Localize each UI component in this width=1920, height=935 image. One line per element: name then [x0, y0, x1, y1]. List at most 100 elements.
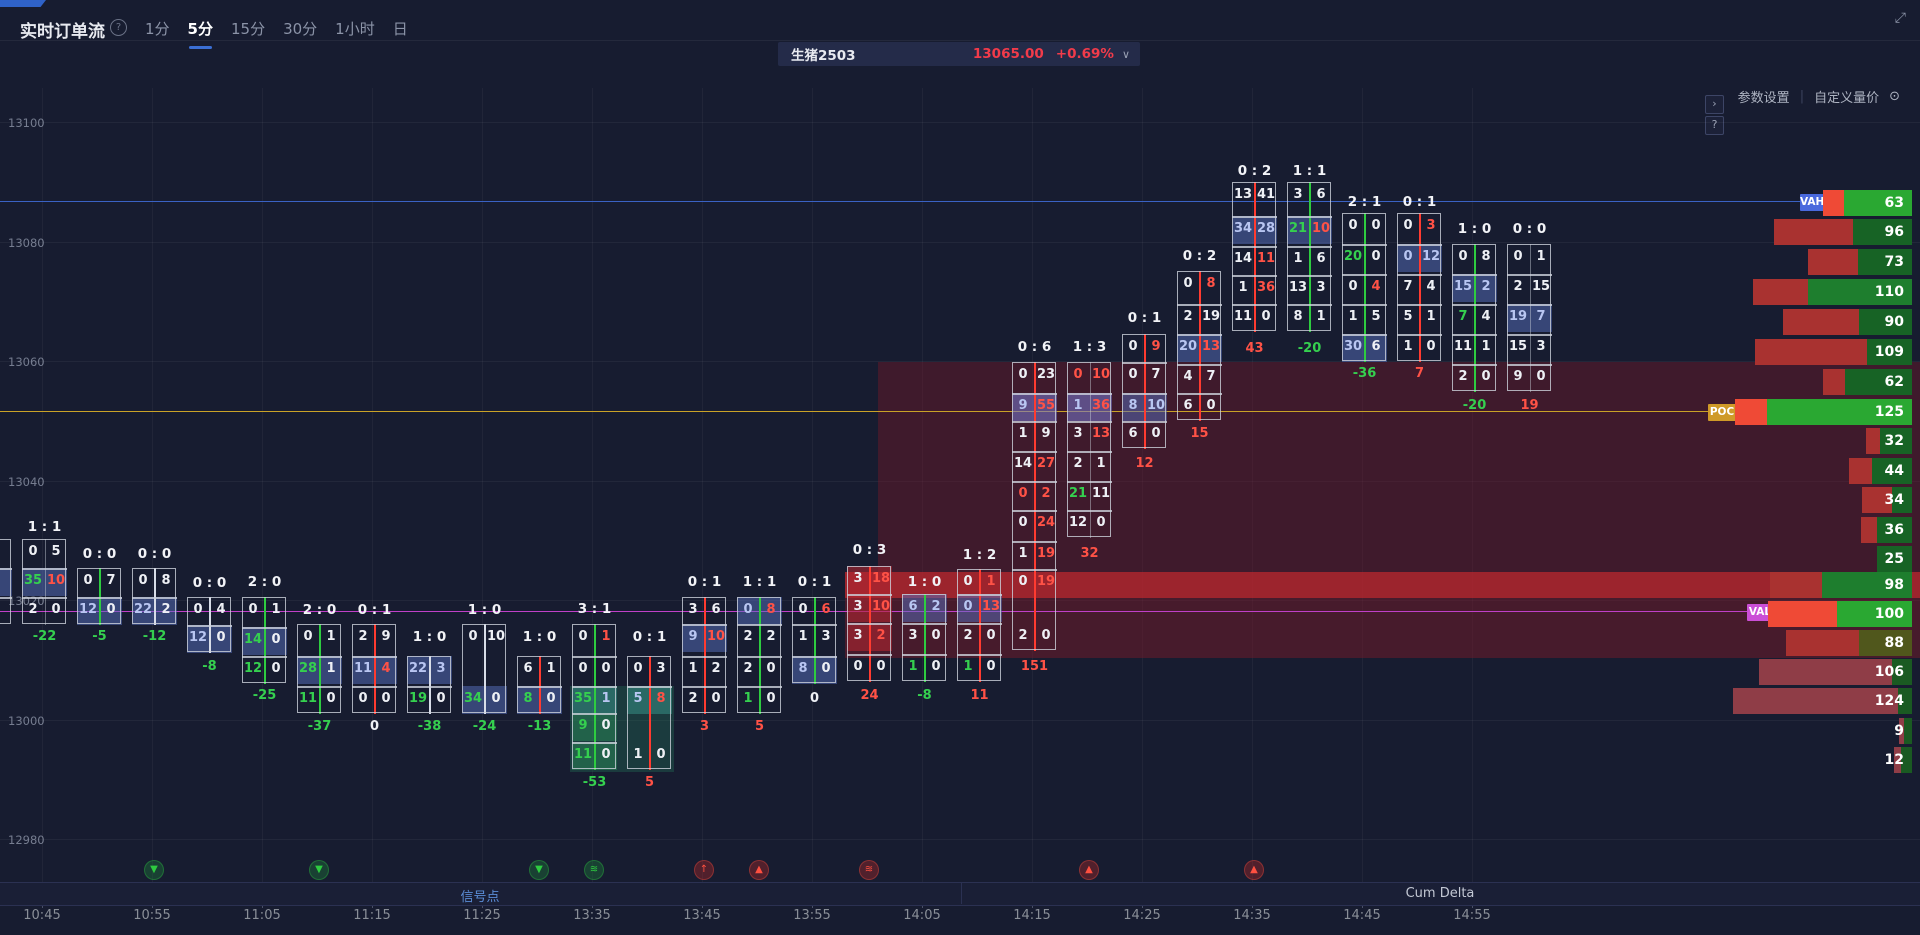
column-ratio-label: 1 : 3	[1072, 339, 1107, 355]
delta-direction-line	[1363, 213, 1366, 362]
cell-border	[22, 597, 67, 599]
delta-direction-line	[318, 624, 321, 714]
footprint-column[interactable]	[297, 624, 341, 713]
tab-30分[interactable]: 30分	[283, 20, 318, 38]
volume-profile-sell-bar	[1735, 399, 1767, 425]
bid-volume: 0	[1018, 515, 1028, 530]
footprint-column[interactable]	[1342, 213, 1386, 361]
cell-border	[1067, 510, 1112, 512]
cell-border	[1012, 510, 1057, 512]
footprint-column[interactable]	[737, 597, 781, 713]
panel-help-button[interactable]: ?	[1705, 116, 1724, 135]
footprint-column[interactable]	[957, 569, 1001, 681]
footprint-column[interactable]	[187, 597, 231, 652]
ask-volume: 8	[656, 691, 666, 706]
signal-marker-icon: ↑	[694, 860, 714, 880]
tab-5分[interactable]: 5分	[188, 18, 213, 49]
bid-volume: 0	[1018, 574, 1028, 589]
price-axis-label: 13100	[8, 116, 45, 130]
volume-profile-sell-bar	[1753, 279, 1808, 305]
tab-15分[interactable]: 15分	[230, 20, 266, 38]
footprint-column[interactable]	[682, 597, 726, 713]
volume-profile-value: 98	[1884, 577, 1904, 593]
footprint-column[interactable]	[1397, 213, 1441, 361]
ask-volume: 13	[1201, 339, 1221, 354]
bid-volume: 14	[1013, 456, 1033, 471]
cell-border	[1397, 334, 1442, 336]
cell-border	[22, 568, 67, 570]
gear-icon[interactable]: ⊙	[1889, 89, 1900, 104]
ask-volume: 0	[491, 691, 501, 706]
footprint-column[interactable]	[1507, 244, 1551, 391]
volume-profile-buy-bar	[1822, 572, 1912, 598]
column-delta: -13	[527, 719, 552, 734]
ask-volume: 4	[216, 602, 226, 617]
bid-volume: 0	[1018, 367, 1028, 382]
delta-direction-line	[923, 594, 926, 682]
footprint-column[interactable]	[627, 656, 671, 769]
footprint-column[interactable]	[1012, 362, 1056, 650]
footprint-column[interactable]	[77, 568, 121, 624]
time-axis-label: 14:25	[1123, 908, 1161, 923]
bid-volume: 1	[1238, 280, 1248, 295]
header: 实时订单流 ? 1分 5分 15分 30分 1小时日 ⤢	[0, 0, 1920, 49]
custom-volume-button[interactable]: 自定义量价	[1814, 91, 1880, 106]
volume-profile-value: 110	[1874, 284, 1904, 300]
cell-border	[1232, 246, 1277, 248]
ask-volume: 1	[601, 629, 611, 644]
footprint-column[interactable]	[1122, 334, 1166, 448]
tick-mark	[702, 904, 703, 908]
tab-1小时[interactable]: 1小时	[335, 20, 375, 38]
footprint-column[interactable]	[1232, 182, 1276, 331]
settings-button[interactable]: 参数设置	[1737, 91, 1790, 106]
footprint-column[interactable]	[462, 624, 506, 713]
column-ratio-label: 0 : 1	[1127, 310, 1162, 326]
tab-1分[interactable]: 1分	[145, 20, 170, 38]
delta-direction-line	[978, 569, 981, 682]
price-gridline	[0, 361, 1920, 362]
cell-border	[902, 654, 947, 656]
signal-marker-icon: ▼	[144, 860, 164, 880]
ask-volume: 2	[1481, 279, 1491, 294]
tab-日[interactable]: 日	[392, 20, 408, 38]
column-ratio-label: 0 : 1	[797, 574, 832, 590]
footprint-column[interactable]	[1177, 271, 1221, 420]
cell-divider	[1089, 362, 1091, 538]
footprint-column[interactable]	[517, 656, 561, 713]
help-icon[interactable]: ?	[110, 19, 127, 36]
bid-volume: 0	[1183, 276, 1193, 291]
panel-collapse-button[interactable]: ›	[1705, 95, 1724, 114]
time-axis-label: 11:25	[463, 908, 501, 923]
footprint-column[interactable]	[1287, 182, 1331, 331]
footprint-column[interactable]	[0, 539, 11, 624]
bid-volume: 6	[908, 599, 918, 614]
footprint-column[interactable]	[242, 597, 286, 683]
fullscreen-icon[interactable]: ⤢	[1894, 10, 1906, 26]
time-axis-label: 13:55	[793, 908, 831, 923]
footprint-column[interactable]	[352, 624, 396, 713]
footprint-column[interactable]	[22, 539, 66, 624]
footprint-column[interactable]	[792, 597, 836, 683]
bid-volume: 8	[1293, 309, 1303, 324]
bid-volume: 5	[633, 691, 643, 706]
footprint-column[interactable]	[902, 594, 946, 681]
column-ratio-label: 0 : 3	[852, 542, 887, 558]
cell-border	[1067, 421, 1112, 423]
footprint-column[interactable]	[1067, 362, 1111, 537]
bid-volume: 0	[1073, 367, 1083, 382]
tick-mark	[1362, 904, 1363, 908]
volume-profile-sell-bar	[1808, 249, 1858, 275]
ask-volume: 7	[1206, 369, 1216, 384]
bid-volume: 35	[573, 691, 593, 706]
cell-border	[1177, 304, 1222, 306]
cell-border	[0, 597, 12, 599]
footprint-column[interactable]	[407, 656, 451, 713]
column-ratio-label: 1 : 1	[742, 574, 777, 590]
volume-profile-sell-bar	[1774, 219, 1853, 245]
ask-volume: 4	[381, 661, 391, 676]
footprint-column[interactable]	[1452, 244, 1496, 391]
bid-volume: 0	[578, 629, 588, 644]
footprint-column[interactable]	[132, 568, 176, 624]
footprint-column[interactable]	[572, 624, 616, 769]
instrument-selector[interactable]: 生猪2503 13065.00 +0.69% ∨	[778, 42, 1140, 66]
